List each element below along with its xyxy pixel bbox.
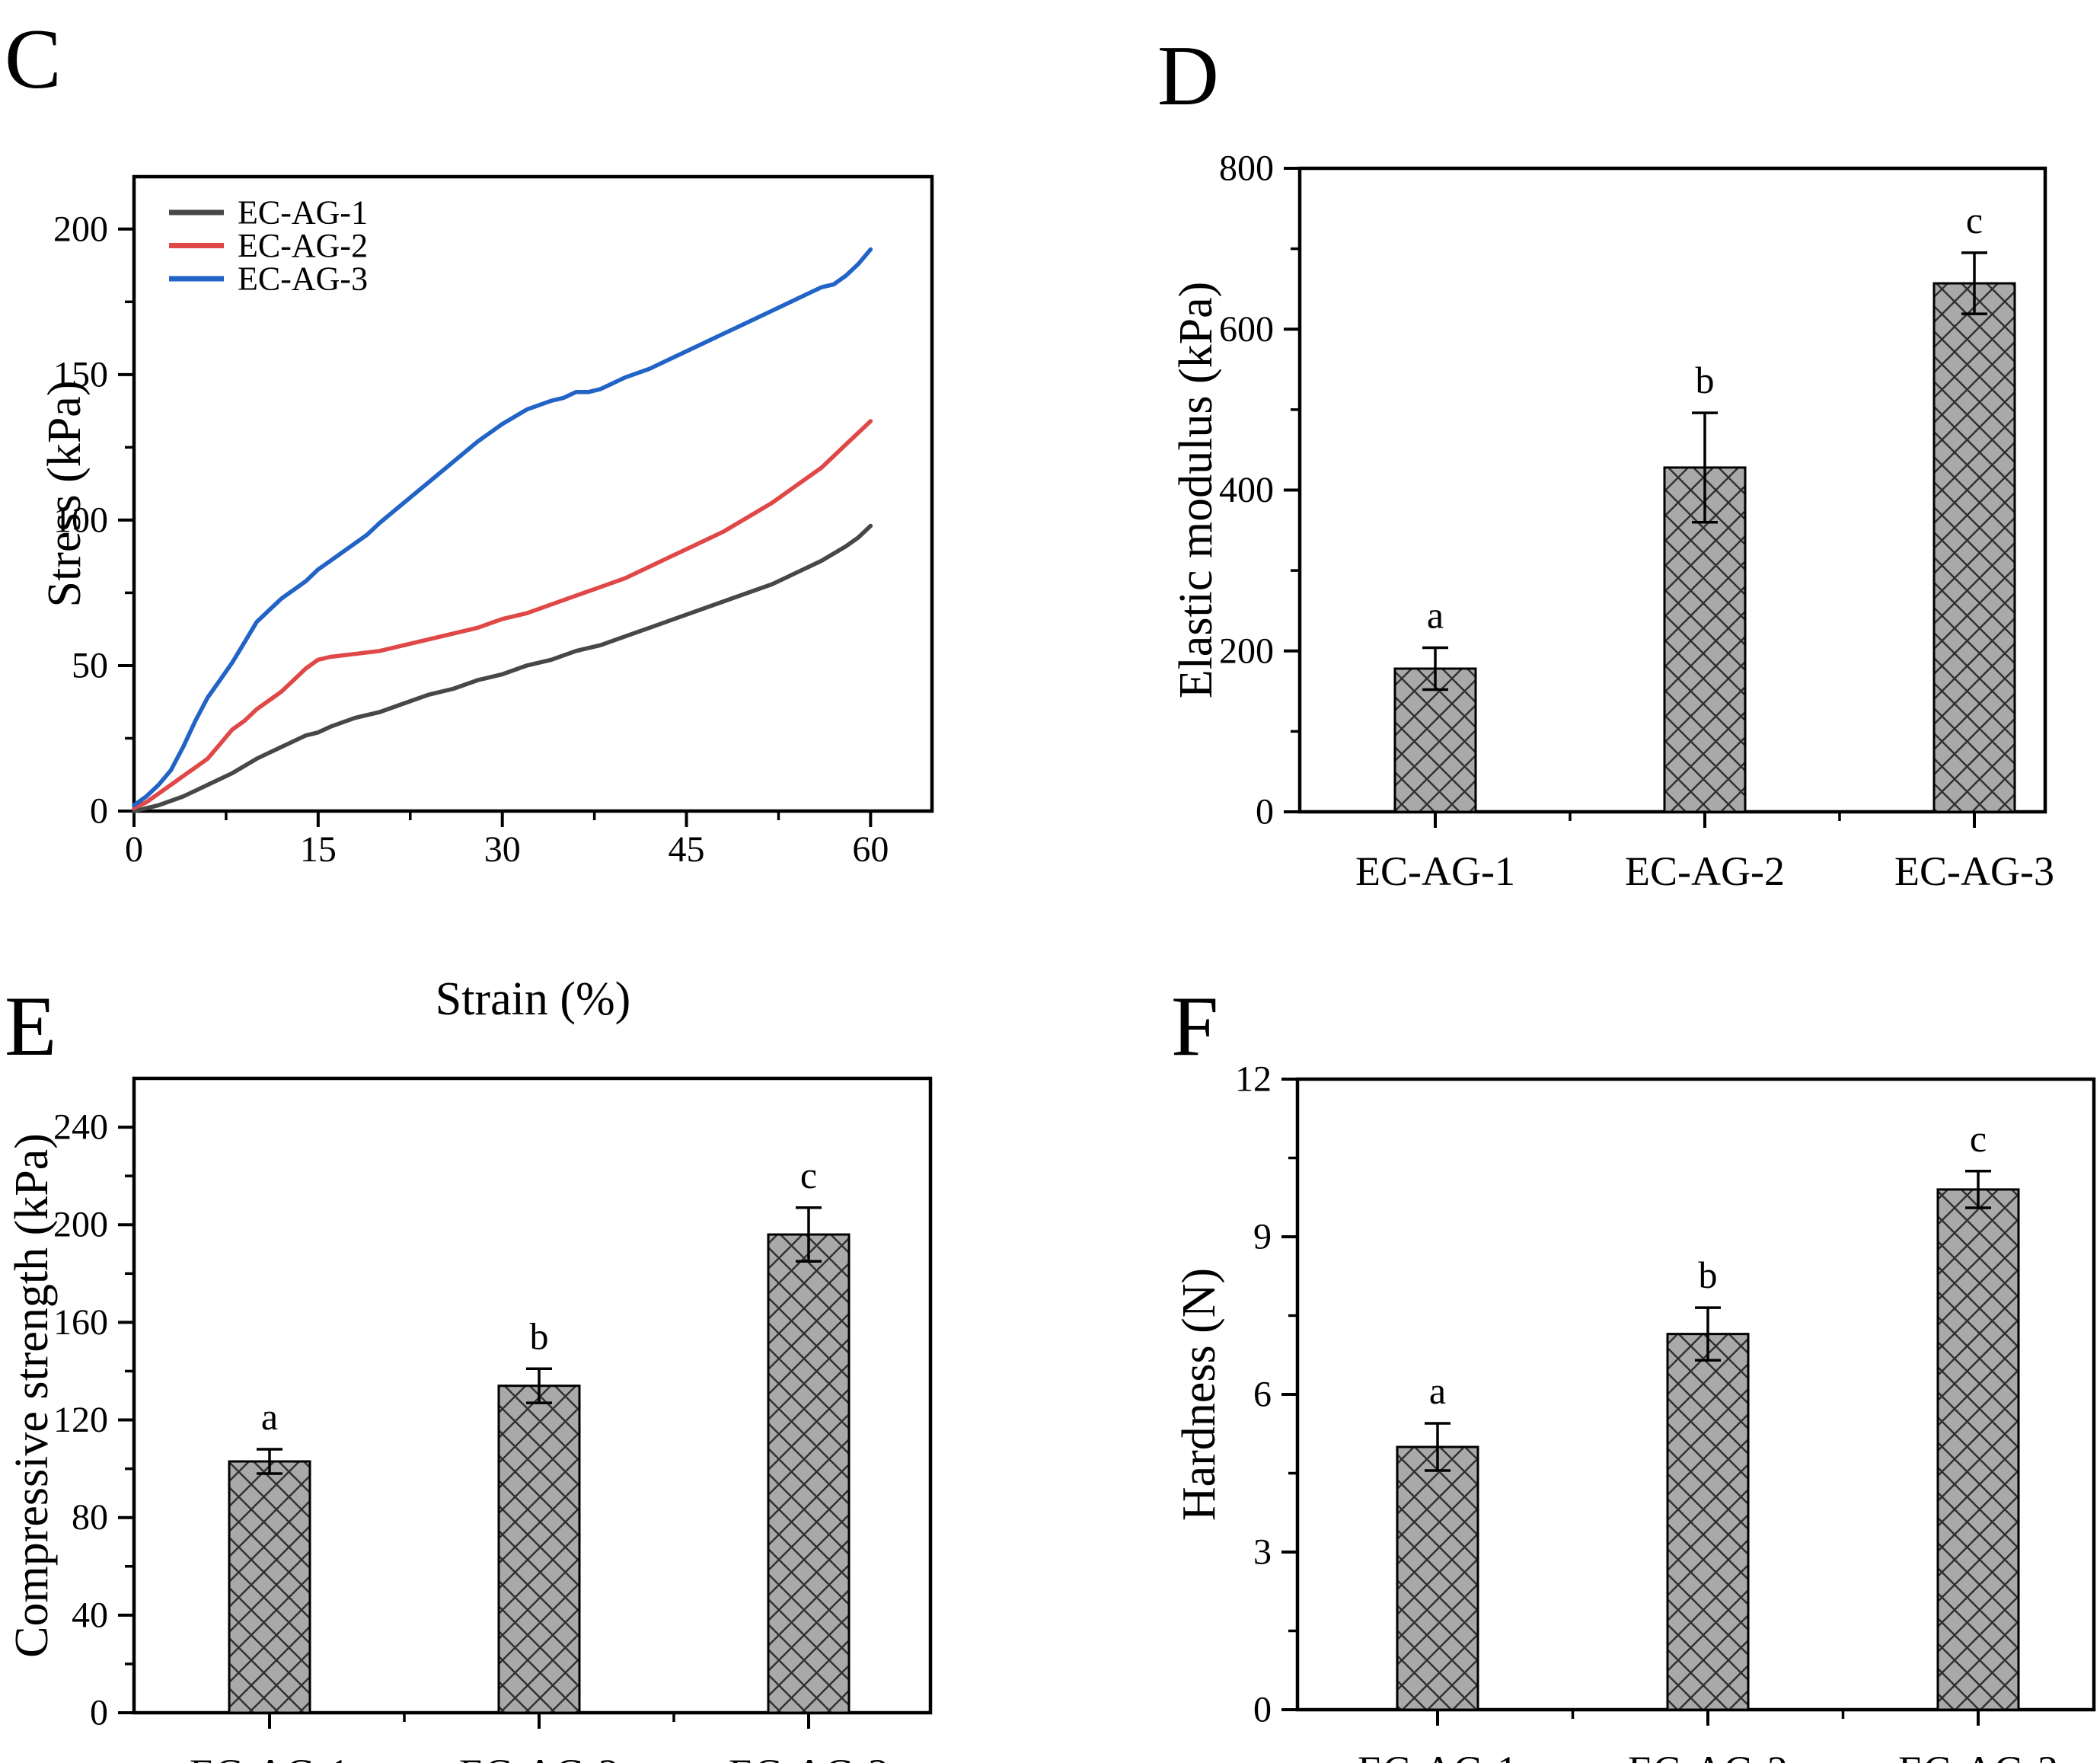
bar-EC-AG-3: [1936, 1188, 2020, 1711]
category-label-EC-AG-1: EC-AG-1: [1355, 848, 1515, 894]
category-axis: EC-AG-1 EC-AG-2 EC-AG-3: [1355, 812, 2054, 894]
axes: 0 50 100 150 200 Stress (kPa): [39, 174, 934, 832]
bar-EC-AG-2: [1663, 466, 1747, 813]
bars: a b c: [1396, 1117, 2020, 1711]
significance-letter-a: a: [1427, 594, 1444, 637]
legend-label: EC-AG-2: [238, 227, 368, 264]
error-bar-EC-AG-1: [1425, 1422, 1451, 1472]
panel-letter-c: C: [5, 12, 62, 107]
elastic-modulus-bar-chart: 0 200 400 600 800 Elastic modulus (kPa) EC-AG-…: [1170, 149, 2054, 895]
y-tick-label: 0: [90, 791, 108, 832]
stress-strain-line-chart: 0 50 100 150 200 Stress (kPa) 0 15 30 45 60 Strain …: [39, 174, 934, 1025]
category-label-EC-AG-2: EC-AG-2: [459, 1751, 619, 1763]
series-lines: [132, 247, 873, 813]
x-tick-label: 45: [669, 829, 705, 870]
error-bar-EC-AG-2: [1692, 411, 1718, 524]
bar-EC-AG-1: [228, 1460, 311, 1714]
y-axis-title: Hardness (N): [1173, 1268, 1225, 1521]
bar-EC-AG-2: [497, 1385, 581, 1714]
error-bar-EC-AG-3: [1965, 1170, 1991, 1209]
y-tick-label: 12: [1235, 1059, 1272, 1100]
series-line-EC-AG-3: [132, 247, 873, 808]
category-axis: EC-AG-1 EC-AG-2 EC-AG-3: [190, 1713, 889, 1763]
x-tick-label: 60: [852, 829, 889, 870]
y-tick-label: 200: [1219, 631, 1274, 671]
category-label-EC-AG-3: EC-AG-3: [1894, 848, 2054, 894]
legend-item-EC-AG-3: EC-AG-3: [169, 260, 368, 298]
category-label-EC-AG-2: EC-AG-2: [1628, 1748, 1788, 1763]
bar-EC-AG-1: [1396, 1445, 1479, 1711]
significance-letter-a: a: [261, 1395, 278, 1438]
y-tick-label: 200: [53, 209, 108, 249]
error-bar-EC-AG-2: [526, 1367, 552, 1404]
x-tick-label: 0: [125, 829, 143, 870]
legend: EC-AG-1EC-AG-2EC-AG-3: [169, 194, 368, 298]
bars: a b c: [1393, 199, 2016, 813]
error-bar-EC-AG-3: [1961, 251, 1987, 315]
error-bar-EC-AG-2: [1695, 1306, 1721, 1362]
x-tick-label: 30: [484, 829, 521, 870]
series-line-EC-AG-1: [132, 523, 873, 813]
error-bar-EC-AG-3: [796, 1206, 822, 1263]
significance-letter-c: c: [1970, 1117, 1987, 1160]
hardness-bar-chart: 0 3 6 9 12 Hardness (N) EC-AG-1 EC-AG-2 EC-AG-3 a…: [1173, 1059, 2096, 1763]
category-label-EC-AG-1: EC-AG-1: [1358, 1748, 1518, 1763]
series-line-EC-AG-2: [132, 419, 873, 810]
y-axis-title: Elastic modulus (kPa): [1170, 282, 1222, 699]
y-tick-label: 6: [1253, 1375, 1272, 1415]
plot-box: [132, 174, 934, 813]
bar-EC-AG-1: [1393, 667, 1477, 813]
y-tick-label: 80: [72, 1497, 108, 1538]
legend-item-EC-AG-2: EC-AG-2: [169, 227, 368, 264]
category-label-EC-AG-1: EC-AG-1: [190, 1751, 349, 1763]
legend-label: EC-AG-1: [238, 194, 368, 232]
y-tick-label: 200: [53, 1205, 108, 1245]
y-tick-label: 600: [1219, 309, 1274, 350]
y-tick-label: 9: [1253, 1217, 1272, 1257]
y-tick-label: 150: [53, 354, 108, 394]
significance-letter-c: c: [800, 1154, 817, 1196]
y-tick-label: 50: [72, 645, 108, 685]
bars: a b c: [228, 1154, 851, 1714]
x-axis: 0 15 30 45 60: [125, 811, 889, 870]
y-tick-label: 400: [1219, 470, 1274, 510]
bar-EC-AG-3: [767, 1233, 851, 1714]
significance-letter-b: b: [530, 1314, 549, 1357]
y-tick-label: 800: [1219, 149, 1274, 189]
legend-label: EC-AG-3: [238, 260, 368, 298]
axes: 0 200 400 600 800 Elastic modulus (kPa): [1170, 149, 2047, 832]
category-label-EC-AG-2: EC-AG-2: [1625, 848, 1785, 894]
y-tick-label: 0: [90, 1693, 108, 1733]
y-tick-label: 3: [1253, 1532, 1272, 1573]
y-tick-label: 100: [53, 500, 108, 540]
error-bar-EC-AG-1: [1422, 646, 1448, 691]
panel-letter-f: F: [1171, 979, 1219, 1074]
significance-letter-c: c: [1966, 199, 1983, 241]
x-tick-label: 15: [300, 829, 337, 870]
y-tick-label: 40: [72, 1595, 108, 1635]
significance-letter-b: b: [1696, 359, 1715, 401]
y-axis-title: Stress (kPa): [39, 381, 91, 608]
y-tick-label: 160: [53, 1302, 108, 1343]
y-tick-label: 240: [53, 1107, 108, 1148]
bar-EC-AG-3: [1932, 282, 2016, 813]
y-tick-label: 0: [1253, 1690, 1272, 1730]
category-axis: EC-AG-1 EC-AG-2 EC-AG-3: [1358, 1710, 2058, 1763]
significance-letter-a: a: [1429, 1369, 1446, 1412]
panel-letter-e: E: [5, 979, 57, 1074]
y-tick-label: 0: [1256, 792, 1274, 832]
panel-letter-d: D: [1157, 29, 1219, 123]
y-tick-label: 120: [53, 1400, 108, 1440]
significance-letter-b: b: [1699, 1254, 1718, 1296]
error-bar-EC-AG-1: [257, 1448, 282, 1475]
y-axis-title: Compressive strength (kPa): [6, 1133, 58, 1658]
x-axis-title: Strain (%): [436, 973, 631, 1025]
category-label-EC-AG-3: EC-AG-3: [1898, 1748, 2058, 1763]
bar-EC-AG-2: [1666, 1333, 1750, 1711]
category-label-EC-AG-3: EC-AG-3: [729, 1751, 889, 1763]
legend-item-EC-AG-1: EC-AG-1: [169, 194, 368, 232]
